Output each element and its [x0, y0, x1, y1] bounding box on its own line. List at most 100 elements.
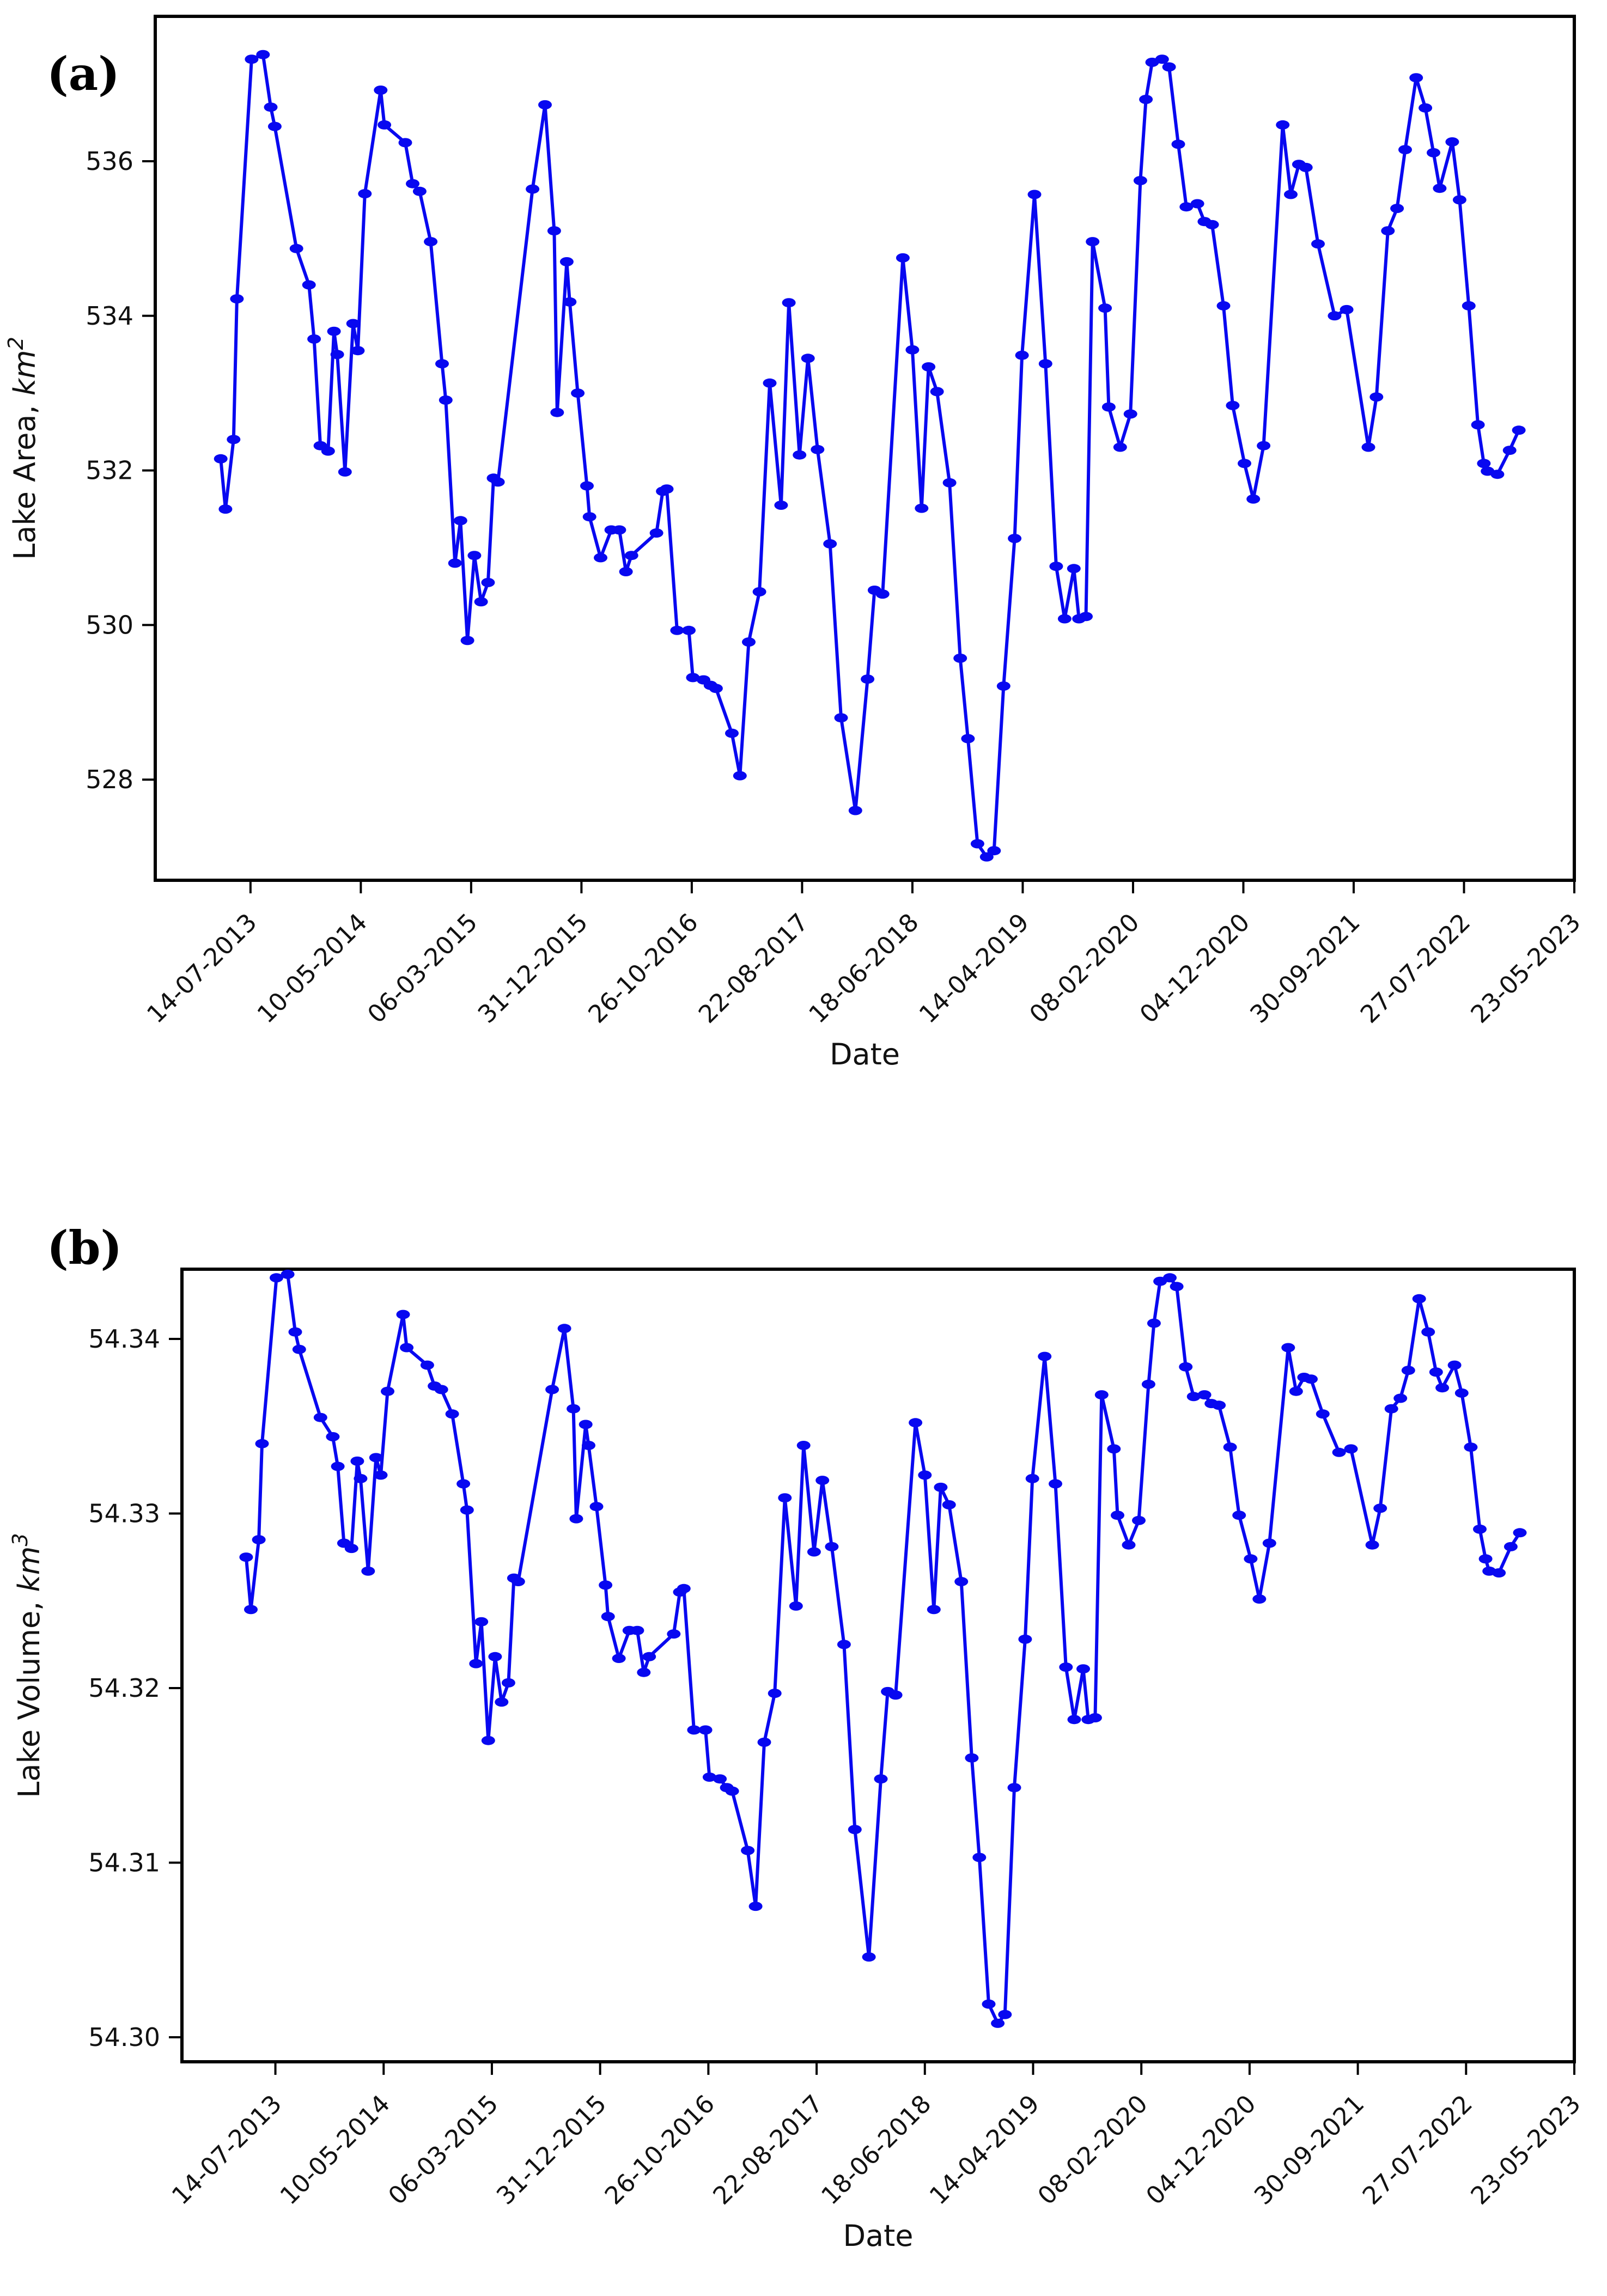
data-point — [612, 1654, 626, 1663]
data-point — [1171, 139, 1185, 149]
data-point — [953, 653, 967, 663]
x-tick-label: 22-08-2017 — [707, 2089, 828, 2210]
data-point — [1409, 73, 1423, 83]
data-point — [1038, 1351, 1052, 1361]
data-point — [987, 846, 1001, 856]
data-point — [398, 138, 412, 148]
data-point — [713, 1774, 727, 1784]
data-point — [569, 1514, 583, 1524]
data-point — [793, 450, 807, 460]
y-axis-label: Lake Area, km2 — [4, 337, 42, 560]
data-point — [848, 1825, 862, 1835]
plot-frame — [154, 15, 1576, 882]
data-point — [495, 1697, 509, 1707]
y-tick-label: 528 — [86, 765, 133, 794]
data-point — [1123, 409, 1137, 419]
data-point — [559, 257, 574, 266]
data-point — [942, 478, 957, 488]
data-point — [1076, 1664, 1090, 1674]
data-point — [1435, 1383, 1450, 1393]
data-point — [1445, 137, 1459, 147]
data-point — [1490, 470, 1505, 479]
data-point — [725, 728, 739, 738]
data-point — [1427, 148, 1440, 157]
data-point — [970, 839, 984, 849]
data-point — [1113, 442, 1127, 452]
data-point — [642, 1652, 656, 1661]
data-point — [435, 359, 449, 369]
data-point — [905, 345, 920, 355]
data-point — [1205, 220, 1219, 229]
y-tick-label: 54.30 — [88, 2023, 160, 2052]
data-point — [378, 120, 392, 130]
x-tick-label: 26-10-2016 — [599, 2089, 720, 2210]
data-point — [1492, 1568, 1506, 1578]
x-tick-label: 26-10-2016 — [582, 908, 703, 1028]
data-point — [369, 1453, 383, 1463]
data-point — [1478, 1554, 1493, 1564]
data-point — [922, 362, 936, 371]
data-point — [374, 1470, 388, 1480]
data-point — [1513, 1528, 1527, 1538]
data-point — [1447, 1360, 1462, 1370]
data-point — [1086, 237, 1100, 247]
data-point — [1107, 1444, 1121, 1454]
data-point — [420, 1360, 434, 1370]
data-point — [346, 319, 360, 328]
x-tick-label: 10-05-2014 — [275, 2089, 395, 2210]
data-point — [725, 1786, 739, 1796]
data-point — [264, 102, 278, 112]
data-point — [862, 1952, 876, 1962]
data-point — [1361, 442, 1375, 452]
data-point — [1429, 1367, 1443, 1377]
y-tick-label: 54.33 — [88, 1499, 160, 1528]
data-point — [1473, 1524, 1487, 1534]
y-tick-label: 54.32 — [88, 1673, 160, 1703]
data-point — [302, 280, 316, 290]
data-point — [557, 1324, 571, 1333]
x-tick-label: 30-09-2021 — [1244, 908, 1365, 1028]
data-point — [896, 253, 910, 263]
x-tick-label: 31-12-2015 — [491, 2089, 612, 2210]
y-tick-label: 534 — [86, 301, 133, 331]
data-point — [637, 1667, 651, 1677]
x-tick-label: 04-12-2020 — [1134, 908, 1255, 1028]
data-point — [1186, 1392, 1201, 1402]
y-tick-label: 54.31 — [88, 1848, 160, 1878]
data-point — [1067, 1715, 1081, 1725]
data-point — [778, 1493, 792, 1503]
data-point — [313, 1412, 327, 1422]
data-point — [563, 297, 577, 307]
data-point — [374, 86, 388, 95]
data-point — [218, 504, 233, 514]
data-point — [823, 539, 837, 549]
panel-label: (b) — [47, 1221, 122, 1275]
data-point — [350, 1456, 364, 1466]
x-tick-label: 23-05-2023 — [1465, 908, 1586, 1028]
data-point — [1452, 195, 1466, 205]
x-axis-label: Date — [843, 2219, 913, 2253]
data-point — [445, 1409, 459, 1419]
data-point — [1454, 1388, 1469, 1398]
data-point — [930, 387, 944, 397]
data-point — [1141, 1379, 1155, 1389]
data-point — [624, 551, 638, 561]
data-point — [331, 1461, 345, 1471]
data-point — [1299, 162, 1313, 172]
plot-frame — [180, 1268, 1576, 2063]
data-point — [670, 625, 684, 635]
data-point — [1390, 204, 1404, 214]
data-point — [1471, 420, 1485, 430]
data-point — [511, 1577, 525, 1586]
data-point — [965, 1753, 979, 1763]
data-point — [763, 378, 777, 388]
data-point — [774, 501, 788, 510]
data-point — [1101, 402, 1116, 412]
data-point — [1179, 1362, 1193, 1372]
data-point — [338, 467, 352, 477]
data-point — [456, 1479, 471, 1489]
data-point — [1311, 239, 1325, 249]
data-point — [837, 1640, 851, 1649]
data-point — [601, 1612, 615, 1622]
x-tick-label: 04-12-2020 — [1140, 2089, 1261, 2210]
